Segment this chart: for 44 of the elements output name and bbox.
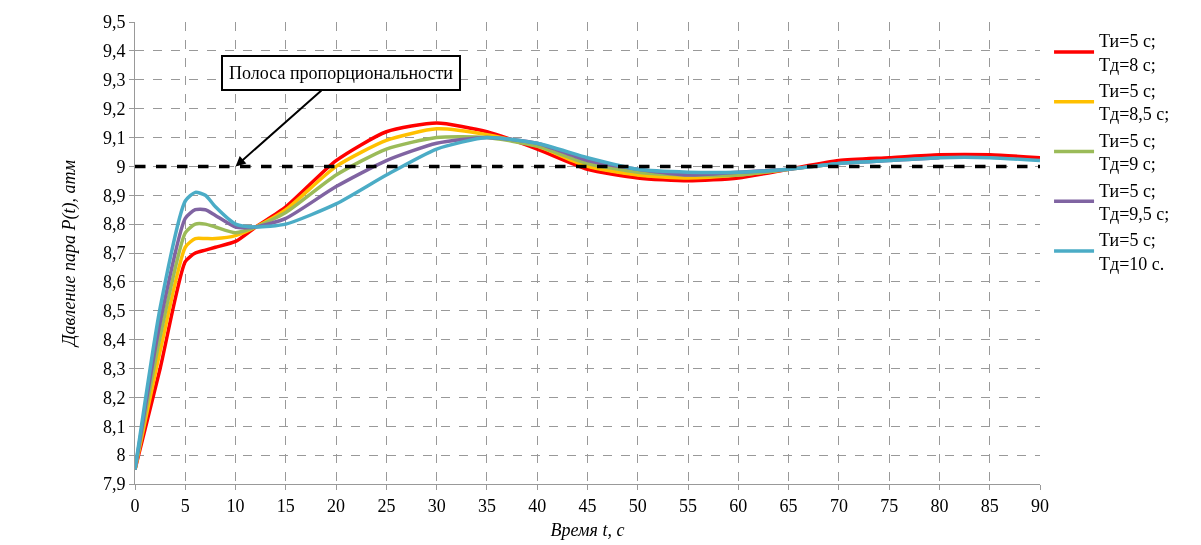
y-tick-label: 8,8 — [102, 214, 126, 235]
y-tick-label: 9,5 — [102, 12, 126, 33]
y-axis-title: Давление пара P(t), атм — [59, 159, 81, 348]
y-tick-label: 8,4 — [102, 329, 126, 350]
legend-label: Ти=5 с; Тд=9 с; — [1099, 130, 1156, 175]
y-tick-label: 8 — [116, 445, 126, 466]
y-tick-label: 9,2 — [102, 98, 126, 119]
x-tick-label: 65 — [779, 495, 798, 516]
y-tick-label: 8,3 — [102, 358, 126, 379]
y-tick-label: 7,9 — [102, 474, 126, 495]
legend-label: Ти=5 с; Тд=10 с. — [1099, 230, 1165, 274]
y-tick-label: 8,2 — [102, 387, 126, 408]
y-tick-label: 9,1 — [102, 127, 126, 148]
y-tick-label: 9,4 — [102, 41, 126, 62]
x-tick-label: 15 — [276, 495, 295, 516]
x-tick-label: 0 — [130, 495, 140, 516]
annotation: Полоса пропорциональности — [229, 63, 454, 83]
y-tick-label: 8,1 — [102, 416, 126, 437]
x-tick-label: 35 — [477, 495, 496, 516]
x-tick-label: 80 — [930, 495, 949, 516]
x-tick-label: 75 — [880, 495, 899, 516]
x-tick-label: 90 — [1031, 495, 1049, 516]
legend-label: Ти=5 с; Тд=8,5 с; — [1099, 81, 1170, 125]
y-tick-label: 8,6 — [102, 272, 126, 293]
x-tick-label: 25 — [377, 495, 396, 516]
y-tick-label: 9 — [116, 156, 126, 177]
x-tick-label: 20 — [327, 495, 346, 516]
legend-label: Ти=5 с; Тд=8 с; — [1099, 31, 1156, 75]
legend-label: Ти=5 с; Тд=9,5 с; — [1099, 180, 1170, 225]
y-tick-label: 8,9 — [102, 185, 126, 206]
x-tick-label: 45 — [578, 495, 597, 516]
x-tick-label: 50 — [628, 495, 647, 516]
y-tick-label: 8,7 — [102, 243, 126, 264]
x-tick-label: 5 — [180, 495, 190, 516]
x-tick-label: 70 — [829, 495, 848, 516]
y-tick-label: 8,5 — [102, 301, 126, 322]
x-tick-label: 55 — [679, 495, 698, 516]
x-tick-label: 30 — [427, 495, 446, 516]
x-axis-title: Время t, с — [550, 519, 625, 540]
y-tick-label: 9,3 — [102, 70, 126, 91]
x-tick-label: 60 — [729, 495, 748, 516]
x-tick-label: 40 — [528, 495, 547, 516]
x-tick-label: 10 — [226, 495, 245, 516]
x-tick-label: 85 — [980, 495, 999, 516]
